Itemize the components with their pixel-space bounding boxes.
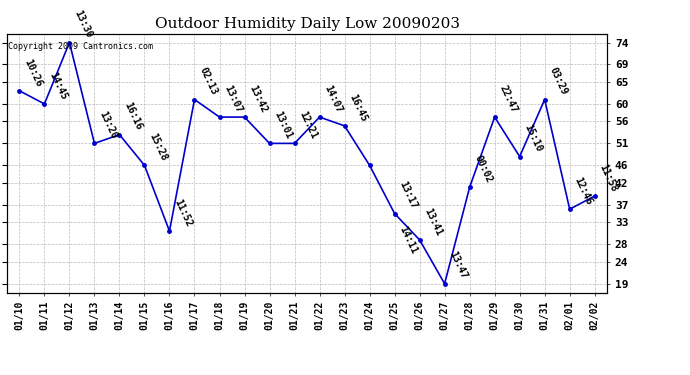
Text: 13:07: 13:07 (222, 84, 244, 114)
Text: 03:29: 03:29 (547, 66, 569, 97)
Text: 16:45: 16:45 (347, 92, 369, 123)
Text: 13:20: 13:20 (97, 110, 119, 141)
Text: 10:26: 10:26 (22, 57, 43, 88)
Title: Outdoor Humidity Daily Low 20090203: Outdoor Humidity Daily Low 20090203 (155, 17, 460, 31)
Text: 11:52: 11:52 (172, 198, 194, 228)
Text: 13:47: 13:47 (447, 250, 469, 281)
Text: 12:46: 12:46 (573, 176, 594, 206)
Text: 22:47: 22:47 (497, 84, 519, 114)
Text: 14:11: 14:11 (397, 224, 419, 255)
Text: 16:16: 16:16 (122, 101, 144, 132)
Text: 13:41: 13:41 (422, 206, 444, 237)
Text: 14:45: 14:45 (47, 70, 69, 101)
Text: 11:58: 11:58 (598, 162, 619, 193)
Text: 14:07: 14:07 (322, 84, 344, 114)
Text: 13:17: 13:17 (397, 180, 419, 211)
Text: 15:28: 15:28 (147, 132, 169, 162)
Text: 13:30: 13:30 (72, 9, 94, 40)
Text: 13:42: 13:42 (247, 84, 269, 114)
Text: 00:02: 00:02 (473, 154, 494, 184)
Text: 02:13: 02:13 (197, 66, 219, 97)
Text: 12:21: 12:21 (297, 110, 319, 141)
Text: 15:10: 15:10 (522, 123, 544, 154)
Text: 13:01: 13:01 (273, 110, 294, 141)
Text: Copyright 2009 Cantronics.com: Copyright 2009 Cantronics.com (8, 42, 153, 51)
